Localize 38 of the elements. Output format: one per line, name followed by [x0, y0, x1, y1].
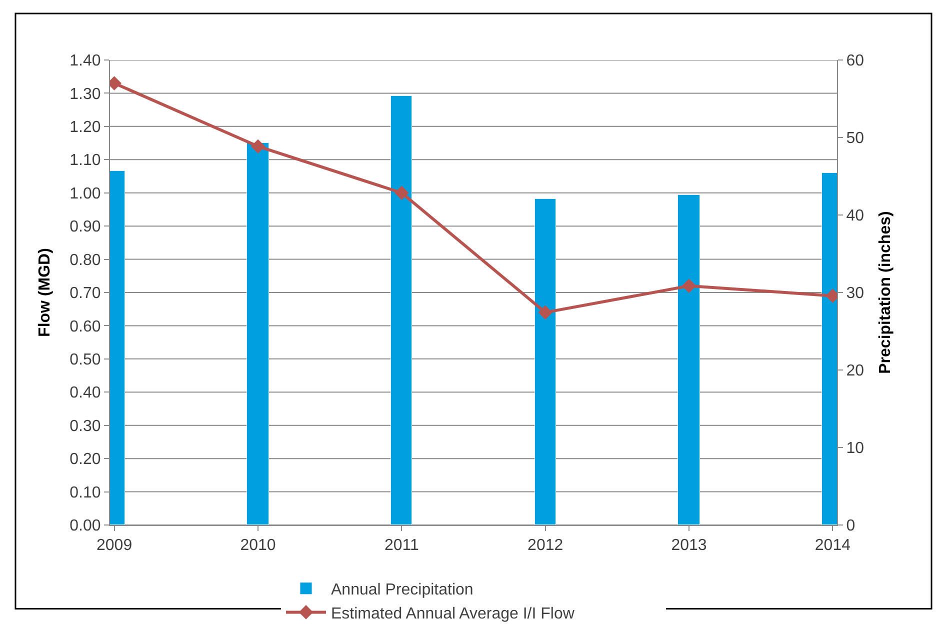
- y-tick-label: 0.80: [70, 252, 101, 269]
- legend-label: Annual Precipitation: [331, 582, 474, 599]
- y2-tick-label: 60: [846, 52, 864, 70]
- y-tick-label: 1.00: [70, 185, 101, 202]
- bar: [390, 96, 412, 525]
- y-axis-title: Flow (MGD): [36, 248, 54, 337]
- y2-tick-label: 50: [846, 130, 864, 148]
- point: [250, 139, 266, 154]
- y-tick-label: 0.90: [70, 218, 101, 236]
- x-tick-label: 2009: [96, 537, 132, 554]
- x-tick-label: 2011: [384, 537, 419, 554]
- y-tick-label: 1.10: [70, 152, 101, 170]
- y-tick-label: 0.60: [70, 318, 101, 336]
- y2-tick-label: 0: [846, 518, 856, 535]
- point: [394, 186, 409, 200]
- y-tick-label: 1.30: [70, 86, 101, 103]
- point: [538, 305, 552, 320]
- point: [682, 278, 696, 294]
- y-tick-label: 1.40: [70, 52, 101, 70]
- x-tick-label: 2012: [528, 537, 564, 554]
- y-tick-label: 0.30: [70, 418, 101, 435]
- y2-tick-label: 40: [846, 208, 864, 225]
- y-tick-label: 0.50: [70, 352, 101, 369]
- x-tick-label: 2010: [240, 537, 276, 554]
- y2-tick-label: 10: [846, 440, 864, 458]
- legend-label: Estimated Annual Average I/I Flow: [331, 605, 575, 622]
- y-tick-label: 0.20: [70, 451, 101, 468]
- x-tick-label: 2013: [671, 537, 707, 554]
- y-tick-label: 0.70: [70, 285, 101, 302]
- y-tick-label: 1.20: [70, 119, 101, 136]
- y-tick-label: 0.10: [70, 484, 101, 502]
- bar: [534, 198, 556, 525]
- y2-axis-title: Precipitation (inches): [876, 211, 894, 374]
- y-tick-label: 0.40: [70, 384, 101, 402]
- y-tick-label: 0.00: [70, 518, 101, 535]
- x-tick-label: 2014: [814, 537, 851, 554]
- y2-tick-label: 30: [846, 285, 864, 302]
- y2-tick-label: 20: [846, 362, 864, 380]
